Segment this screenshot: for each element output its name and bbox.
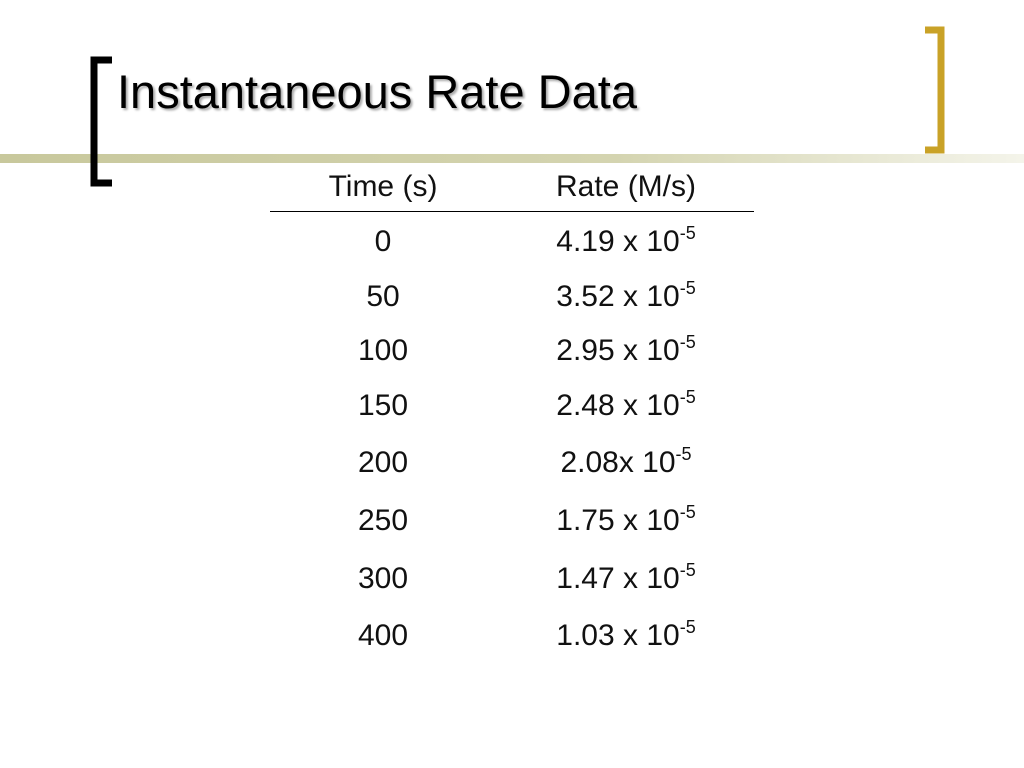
- time-cell: 100: [357, 334, 409, 367]
- time-cell: 200: [357, 446, 409, 479]
- header-rule: [270, 211, 754, 212]
- rate-mantissa: 1.47 x 10: [556, 562, 680, 595]
- time-cell: 400: [357, 619, 409, 652]
- rate-mantissa: 4.19 x 10: [556, 225, 680, 258]
- rate-cell: 2.48 x 10-5: [506, 387, 746, 423]
- rate-exponent: -5: [675, 444, 692, 464]
- table-header: Time (s): [328, 170, 438, 203]
- rate-exponent: -5: [679, 617, 696, 637]
- accent-band: [0, 154, 1024, 163]
- rate-mantissa: 1.03 x 10: [556, 619, 680, 652]
- time-cell: 300: [357, 562, 409, 595]
- left-bracket: [90, 56, 112, 187]
- rate-cell: 2.08x 10-5: [506, 444, 746, 480]
- time-cell: 150: [357, 389, 409, 422]
- rate-exponent: -5: [679, 387, 696, 407]
- rate-exponent: -5: [679, 560, 696, 580]
- rate-mantissa: 1.75 x 10: [556, 504, 680, 537]
- rate-cell: 4.19 x 10-5: [506, 223, 746, 259]
- rate-mantissa: 2.48 x 10: [556, 389, 680, 422]
- rate-mantissa: 3.52 x 10: [556, 280, 680, 313]
- rate-exponent: -5: [679, 278, 696, 298]
- rate-cell: 3.52 x 10-5: [506, 278, 746, 314]
- time-cell: 0: [374, 225, 392, 258]
- slide-title: Instantaneous Rate Data: [117, 65, 637, 118]
- rate-cell: 1.75 x 10-5: [506, 502, 746, 538]
- time-cell: 50: [366, 280, 400, 313]
- rate-cell: 1.03 x 10-5: [506, 617, 746, 653]
- rate-mantissa: 2.95 x 10: [556, 334, 680, 367]
- table-header: Rate (M/s): [555, 170, 696, 203]
- rate-cell: 1.47 x 10-5: [506, 560, 746, 596]
- rate-exponent: -5: [679, 332, 696, 352]
- rate-exponent: -5: [679, 223, 696, 243]
- rate-mantissa: 2.08x 10: [560, 446, 676, 479]
- right-bracket: [925, 26, 945, 154]
- time-cell: 250: [357, 504, 409, 537]
- rate-cell: 2.95 x 10-5: [506, 332, 746, 368]
- rate-exponent: -5: [679, 502, 696, 522]
